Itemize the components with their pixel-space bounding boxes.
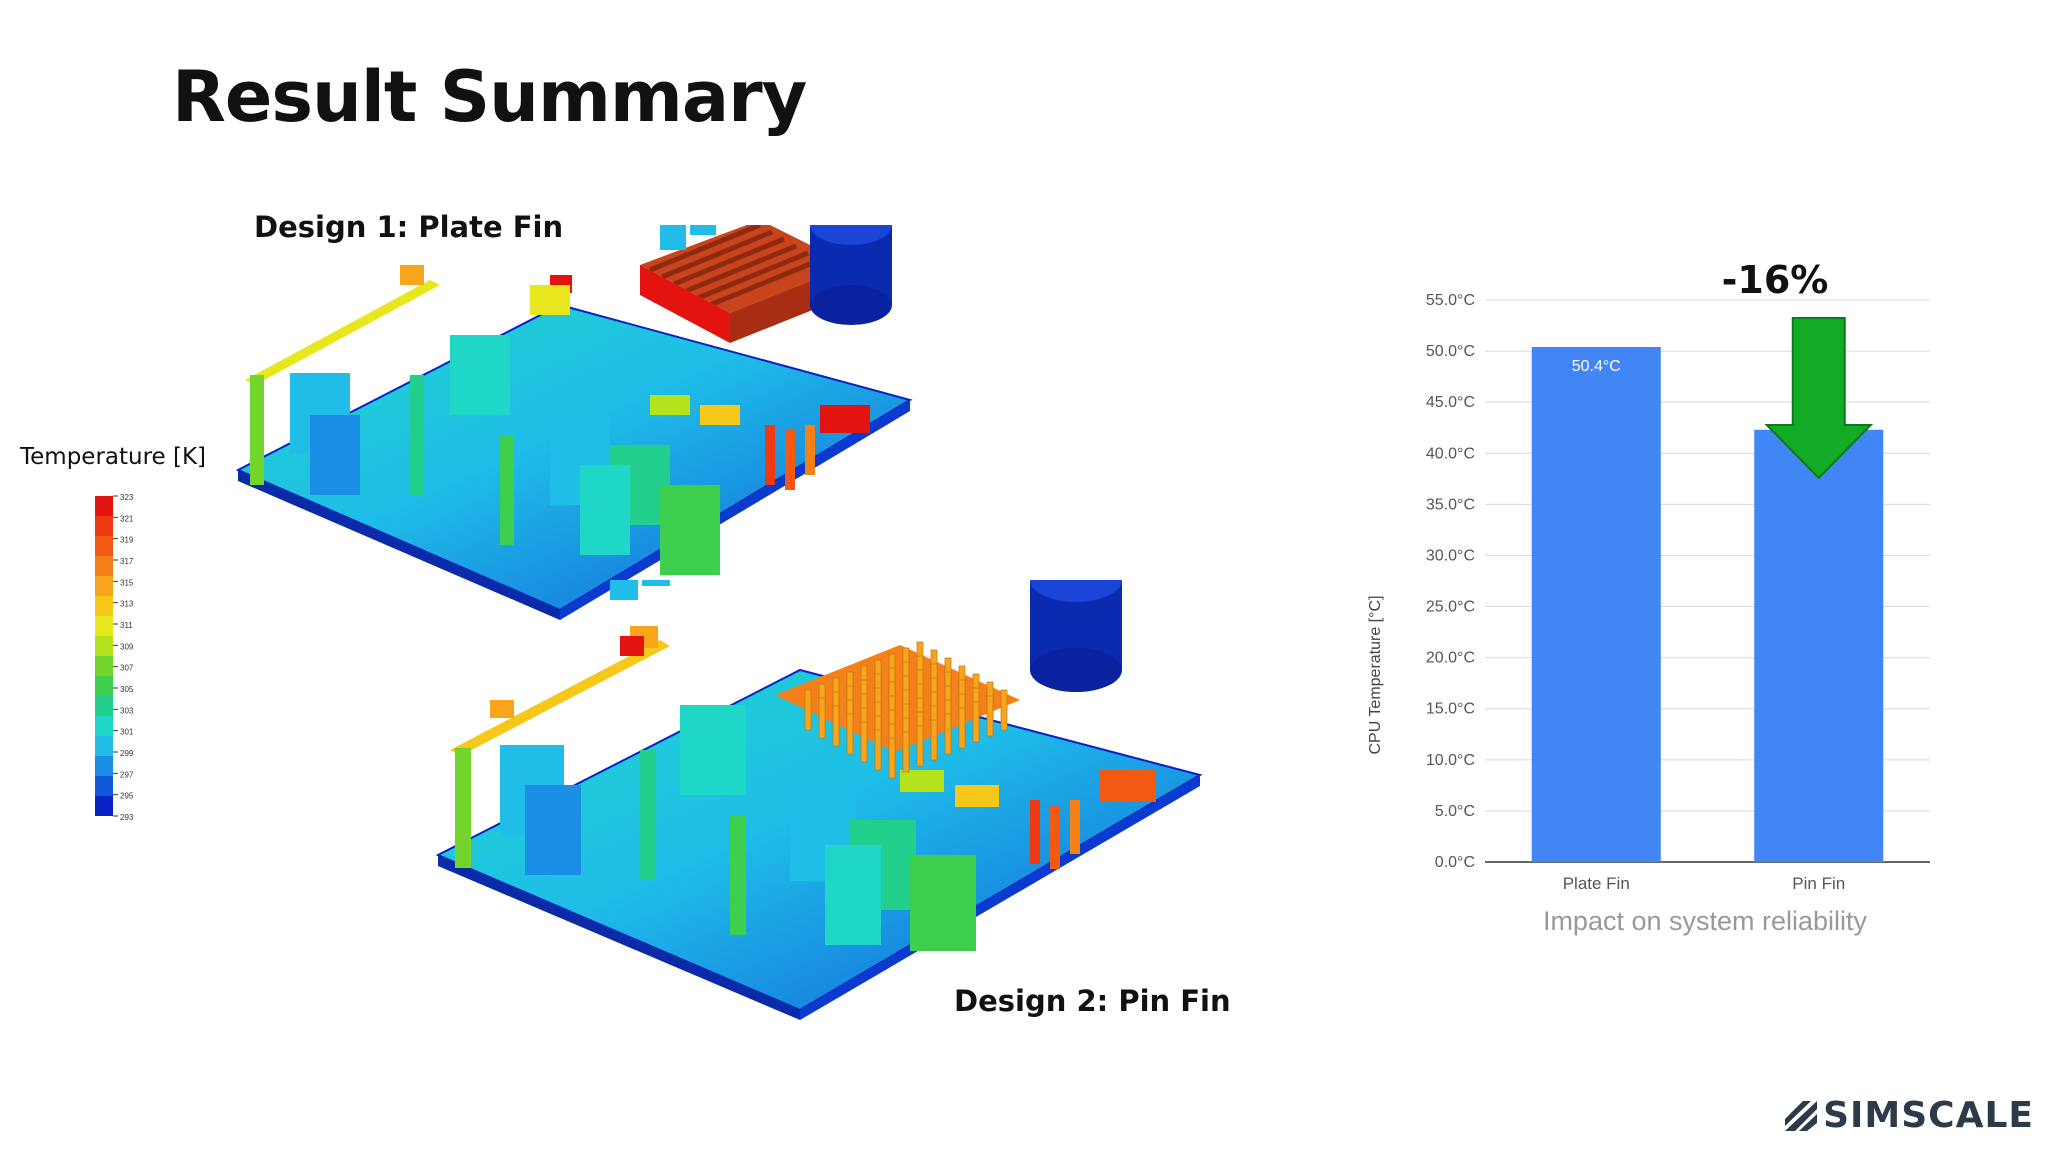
legend-tick-label: 311 [120, 621, 133, 630]
legend-tick-label: 321 [120, 514, 134, 523]
legend-tick-label: 319 [120, 536, 134, 545]
legend-color-segment [95, 716, 113, 736]
legend-color-segment [95, 536, 113, 556]
legend-color-segment [95, 596, 113, 616]
brand-name: SIMSCALE [1823, 1095, 2034, 1136]
legend-tick-label: 317 [120, 557, 134, 566]
legend-color-segment [95, 776, 113, 796]
legend-color-segment [95, 516, 113, 536]
legend-title: Temperature [K] [20, 444, 207, 470]
simscale-logo: SIMSCALE [1785, 1095, 2034, 1136]
y-tick-label: 15.0°C [1426, 701, 1475, 718]
legend-color-segment [95, 616, 113, 636]
data-label: 50.4°C [1572, 358, 1621, 375]
design1-plate-fin-board-image [235, 225, 913, 620]
legend-color-segment [95, 756, 113, 776]
pin-fin [804, 689, 812, 731]
pin-fin [832, 705, 840, 747]
y-tick-label: 55.0°C [1426, 292, 1475, 309]
legend-color-segment [95, 656, 113, 676]
legend-tick-label: 307 [120, 664, 134, 673]
legend-color-segment [95, 496, 113, 516]
pin-fin [972, 701, 980, 743]
legend-color-segment [95, 636, 113, 656]
down-arrow-icon [1764, 317, 1874, 480]
legend-tick-label: 323 [120, 493, 134, 502]
legend-tick-label: 299 [120, 749, 134, 758]
y-tick-label: 50.0°C [1426, 343, 1475, 360]
y-tick-label: 5.0°C [1435, 803, 1475, 820]
x-axis-label: Impact on system reliability [1543, 906, 1868, 936]
y-tick-label: 45.0°C [1426, 394, 1475, 411]
page-title: Result Summary [172, 56, 807, 138]
legend-color-segment [95, 576, 113, 596]
pin-fin [902, 731, 910, 773]
pin-fin [930, 719, 938, 761]
legend-tick-label: 305 [120, 685, 134, 694]
legend-tick-label: 313 [120, 600, 134, 609]
pin-fin [874, 729, 882, 771]
percent-change-label: -16% [1722, 258, 1829, 302]
x-tick-label: Plate Fin [1563, 874, 1630, 893]
design2-pin-fin-board-image [435, 580, 1203, 1020]
design2-label: Design 2: Pin Fin [954, 984, 1231, 1018]
pin-fin [944, 713, 952, 755]
temperature-legend: 323 321 319 317 315 313 311 309 307 305 303 301 299 2… [95, 493, 134, 822]
legend-color-segment [95, 796, 113, 816]
cpu-temperature-chart: 0.0°C 5.0°C 10.0°C 15.0°C 20.0°C 25.0°C 30.0°C… [1367, 258, 1930, 936]
bar-plate-fin [1531, 347, 1661, 862]
y-tick-label: 35.0°C [1426, 496, 1475, 513]
legend-color-segment [95, 736, 113, 756]
pin-fin [958, 707, 966, 749]
legend-tick-label: 303 [120, 706, 134, 715]
bar-pin-fin [1754, 429, 1884, 862]
legend-color-segment [95, 556, 113, 576]
pin-fin [818, 697, 826, 739]
pin-fin [860, 721, 868, 763]
legend-tick-label: 293 [120, 813, 134, 822]
pin-fin [916, 725, 924, 767]
design1-label: Design 1: Plate Fin [254, 210, 564, 244]
pin-fin [888, 737, 896, 779]
legend-color-segment [95, 676, 113, 696]
x-tick-label: Pin Fin [1792, 874, 1845, 893]
legend-tick-label: 309 [120, 642, 134, 651]
pin-fin [1000, 689, 1008, 731]
pin-fin [846, 713, 854, 755]
y-tick-label: 30.0°C [1426, 547, 1475, 564]
y-tick-label: 40.0°C [1426, 445, 1475, 462]
legend-color-segment [95, 696, 113, 716]
y-tick-label: 0.0°C [1435, 854, 1475, 871]
y-axis-label: CPU Temperature [°C] [1367, 595, 1384, 754]
legend-tick-label: 315 [120, 578, 134, 587]
simscale-logo-icon [1785, 1100, 1818, 1131]
y-tick-label: 20.0°C [1426, 650, 1475, 667]
legend-tick-label: 301 [120, 728, 134, 737]
pin-fin [986, 695, 994, 737]
y-tick-label: 10.0°C [1426, 752, 1475, 769]
y-tick-label: 25.0°C [1426, 599, 1475, 616]
legend-tick-label: 297 [120, 770, 134, 779]
legend-tick-label: 295 [120, 792, 134, 801]
